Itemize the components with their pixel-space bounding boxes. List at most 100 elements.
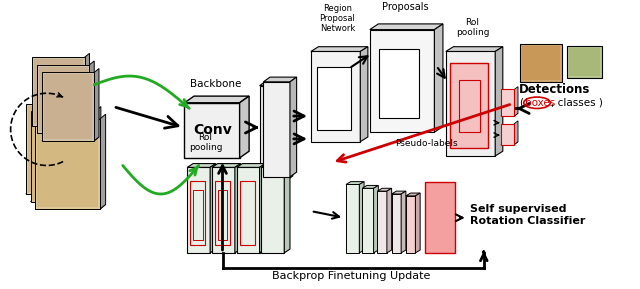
Polygon shape (346, 181, 364, 184)
Bar (568, 46, 602, 78)
Polygon shape (501, 142, 518, 144)
Bar (193, 190, 202, 240)
Polygon shape (42, 72, 94, 141)
Polygon shape (100, 114, 106, 209)
Polygon shape (90, 99, 96, 194)
Polygon shape (260, 81, 293, 86)
Polygon shape (188, 164, 216, 167)
Bar (570, 48, 600, 76)
Polygon shape (406, 193, 420, 196)
Polygon shape (262, 164, 290, 167)
Polygon shape (237, 167, 260, 253)
Polygon shape (235, 164, 241, 253)
Polygon shape (370, 24, 443, 29)
Polygon shape (378, 191, 387, 253)
Polygon shape (514, 121, 518, 144)
Polygon shape (378, 188, 392, 191)
Polygon shape (33, 113, 93, 200)
Polygon shape (184, 103, 239, 158)
Polygon shape (188, 167, 210, 253)
Polygon shape (374, 186, 378, 253)
Text: boxes: boxes (525, 98, 555, 108)
Bar (239, 181, 255, 245)
Polygon shape (184, 96, 249, 103)
Polygon shape (210, 164, 216, 253)
Polygon shape (362, 188, 374, 253)
Polygon shape (35, 59, 83, 124)
Polygon shape (392, 191, 406, 194)
Polygon shape (435, 24, 443, 132)
Text: Detections: Detections (519, 83, 590, 96)
Polygon shape (514, 87, 518, 116)
Polygon shape (359, 181, 364, 253)
Polygon shape (501, 124, 514, 144)
Text: RoI
pooling: RoI pooling (456, 18, 489, 37)
Polygon shape (37, 129, 94, 133)
Polygon shape (264, 77, 296, 82)
Text: RoI
pooling: RoI pooling (189, 133, 222, 152)
Polygon shape (360, 47, 368, 142)
Polygon shape (212, 167, 235, 253)
Text: Self supervised
Rotation Classifier: Self supervised Rotation Classifier (470, 204, 585, 226)
Polygon shape (26, 104, 90, 194)
Text: Conv: Conv (194, 123, 232, 137)
Polygon shape (31, 111, 95, 202)
Polygon shape (84, 53, 90, 125)
Polygon shape (392, 194, 401, 253)
Bar (317, 67, 351, 130)
Polygon shape (311, 51, 360, 142)
Polygon shape (286, 81, 293, 181)
Polygon shape (28, 105, 88, 192)
Polygon shape (33, 122, 90, 125)
Polygon shape (39, 67, 88, 131)
Polygon shape (42, 137, 99, 141)
Polygon shape (501, 90, 514, 116)
Polygon shape (90, 61, 94, 133)
Polygon shape (44, 74, 92, 139)
Polygon shape (446, 47, 503, 51)
Polygon shape (284, 164, 290, 253)
Polygon shape (406, 196, 415, 253)
Text: Pseudo-labels: Pseudo-labels (396, 139, 458, 148)
Polygon shape (290, 77, 296, 177)
Bar (520, 44, 562, 82)
Polygon shape (37, 65, 90, 133)
Polygon shape (262, 167, 284, 253)
Polygon shape (95, 107, 101, 202)
Polygon shape (415, 193, 420, 253)
Polygon shape (346, 184, 359, 253)
Bar (522, 46, 560, 80)
Text: Backprop Finetuning Update: Backprop Finetuning Update (271, 271, 430, 281)
Polygon shape (260, 86, 286, 181)
Polygon shape (35, 119, 100, 209)
Polygon shape (495, 47, 503, 156)
Polygon shape (237, 164, 265, 167)
Polygon shape (501, 113, 518, 116)
Polygon shape (311, 47, 368, 51)
Polygon shape (425, 181, 455, 253)
Polygon shape (31, 197, 101, 202)
Polygon shape (260, 164, 265, 253)
Polygon shape (370, 29, 435, 132)
Polygon shape (35, 204, 106, 209)
Polygon shape (212, 164, 241, 167)
Text: (: ( (519, 98, 523, 108)
Text: , classes ): , classes ) (551, 98, 603, 108)
Bar (215, 181, 230, 245)
Polygon shape (37, 121, 98, 207)
Bar (190, 181, 205, 245)
Text: Proposals: Proposals (381, 3, 428, 12)
Bar (459, 80, 480, 132)
Polygon shape (446, 51, 495, 156)
Polygon shape (239, 96, 249, 158)
Polygon shape (33, 57, 84, 125)
Text: Region
Proposal
Network: Region Proposal Network (319, 3, 355, 34)
Polygon shape (26, 189, 96, 194)
Text: Backbone: Backbone (190, 79, 241, 88)
Polygon shape (264, 82, 290, 177)
Polygon shape (362, 186, 378, 188)
Bar (218, 190, 227, 240)
Polygon shape (387, 188, 392, 253)
Polygon shape (401, 191, 406, 253)
Polygon shape (94, 68, 99, 141)
